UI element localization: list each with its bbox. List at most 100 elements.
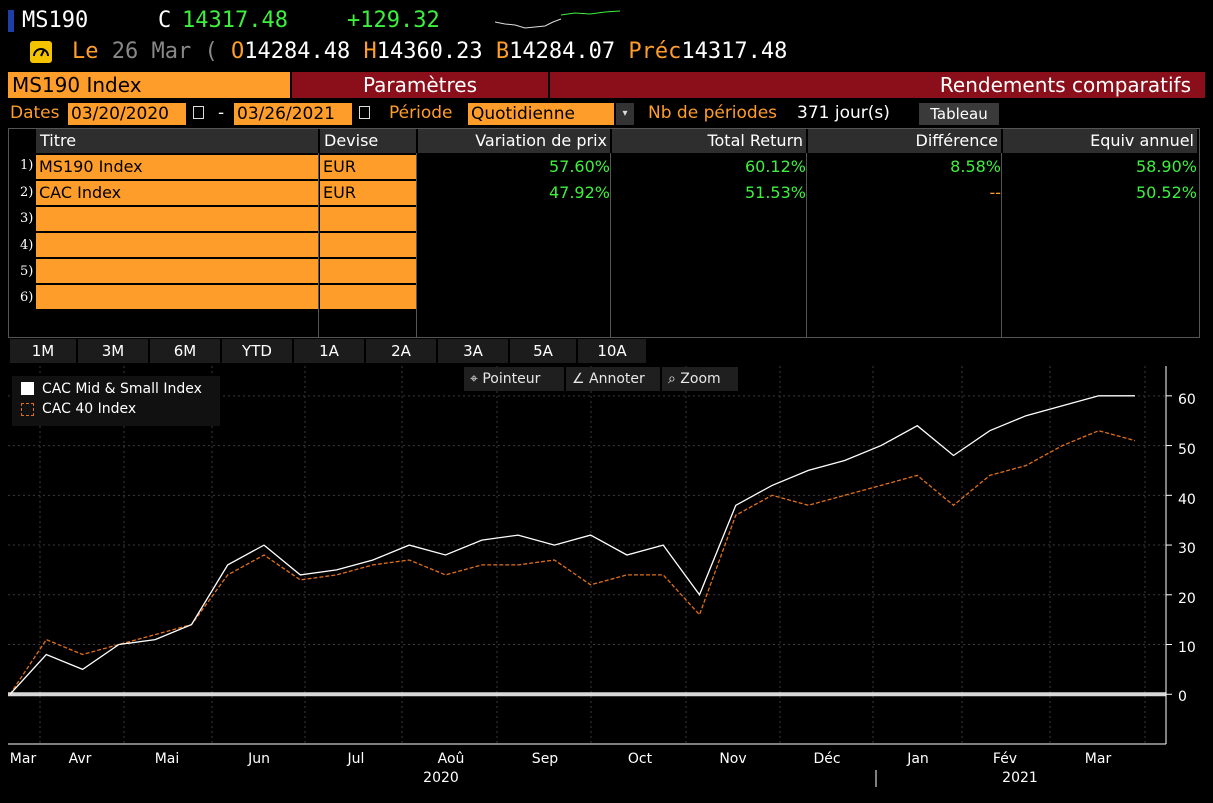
calendar-icon[interactable] [359,106,370,119]
variation-value: 57.60% [548,157,610,176]
high-value: 14360.23 [376,39,483,64]
calendar-icon[interactable] [193,106,204,119]
column-divider [318,153,319,337]
table-row-devise[interactable] [320,285,416,309]
tableau-button[interactable]: Tableau [919,103,999,125]
annotate-label: Annoter [589,371,645,387]
range-ytd-button[interactable]: YTD [222,339,292,363]
x-year-label: 2020 [423,770,459,786]
results-table [8,128,1200,338]
legend-label: CAC Mid & Small Index [42,381,202,397]
zoom-tool[interactable]: ⌕ Zoom [662,367,738,391]
range-5a-button[interactable]: 5A [510,339,576,363]
x-tick-label: Jul [347,751,365,767]
legend-swatch-series2 [21,403,34,416]
y-tick-label: 50 [1178,442,1196,458]
row-number: 3) [20,211,34,226]
ticker-marker [8,10,14,32]
x-tick-label: Aoû [437,751,465,767]
row-number: 2) [20,185,34,200]
difference-value: -- [989,183,1001,202]
column-divider [416,153,417,337]
col-header-variation[interactable]: Variation de prix [418,129,610,153]
ticker-symbol: MS190 [22,8,89,33]
table-row-titre[interactable] [36,207,318,231]
x-tick-label: Mar [1084,751,1112,767]
pencil-icon: ∠ [572,371,585,387]
magnifier-icon: ⌕ [668,371,676,387]
table-row-titre[interactable] [36,233,318,257]
range-1a-button[interactable]: 1A [294,339,364,363]
row-number: 6) [20,290,34,305]
difference-value: 8.58% [950,157,1001,176]
gauge-icon[interactable] [30,41,52,63]
annotate-tool[interactable]: ∠ Annoter [566,367,660,391]
table-row-titre[interactable] [36,259,318,283]
price-change: +129.32 [347,8,440,33]
pointer-label: Pointeur [482,371,541,387]
chevron-down-icon[interactable]: ▾ [616,103,634,125]
x-tick-label: Jun [248,751,270,767]
legend-swatch-series1 [21,382,34,395]
equiv-value: 58.90% [1135,157,1197,176]
close-label: C [158,8,172,33]
y-tick-label: 10 [1178,640,1196,656]
column-divider [610,153,611,337]
y-tick-label: 20 [1178,591,1196,607]
dates-label: Dates [10,103,60,123]
row-number: 1) [20,158,34,173]
range-6m-button[interactable]: 6M [150,339,220,363]
period-select[interactable]: Quotidienne [468,103,614,125]
table-row-titre[interactable] [36,285,318,309]
range-2a-button[interactable]: 2A [366,339,436,363]
col-header-equiv[interactable]: Equiv annuel [1003,129,1197,153]
start-date-input[interactable]: 03/20/2020 [68,103,186,125]
x-tick-label: Mar [9,751,37,767]
high-label: H [363,39,377,64]
range-3a-button[interactable]: 3A [438,339,508,363]
x-year-label: 2021 [1002,770,1038,786]
y-tick-label: 60 [1178,392,1196,408]
table-row-devise[interactable]: EUR [320,155,416,179]
col-header-devise[interactable]: Devise [320,129,416,153]
col-header-total-return[interactable]: Total Return [612,129,806,153]
pointer-tool[interactable]: ⌖ Pointeur [464,367,564,391]
col-header-difference[interactable]: Différence [808,129,1001,153]
table-row-titre[interactable]: CAC Index [36,181,318,205]
x-tick-label: Oct [627,751,653,767]
variation-value: 47.92% [548,183,610,202]
x-tick-label: Jan [907,751,929,767]
tab-parametres[interactable]: Paramètres [292,72,548,98]
bid-value: 14284.07 [509,39,616,64]
prev-value: 14317.48 [681,39,788,64]
chart-legend [12,376,220,426]
table-row-titre[interactable]: MS190 Index [36,155,318,179]
crosshair-icon: ⌖ [470,371,478,387]
series-line-cac40 [9,430,1136,695]
column-divider [806,153,807,337]
last-price: 14317.48 [182,8,288,33]
col-header-titre[interactable]: Titre [36,129,318,153]
x-tick-label: Déc [813,751,841,767]
range-1m-button[interactable]: 1M [10,339,76,363]
table-row-devise[interactable] [320,259,416,283]
table-row-devise[interactable] [320,207,416,231]
sparkline [495,10,621,29]
table-row-devise[interactable]: EUR [320,181,416,205]
table-row-devise[interactable] [320,233,416,257]
bid-label: B [495,39,510,64]
comparative-chart[interactable] [0,364,1213,803]
range-10a-button[interactable]: 10A [578,339,646,363]
prev-label: Préc [628,39,682,64]
nb-periods-label: Nb de périodes [648,103,778,123]
date-prefix: Le [72,39,99,64]
x-tick-label: Mai [154,751,180,767]
range-3m-button[interactable]: 3M [78,339,148,363]
security-field[interactable]: MS190 Index [8,72,290,98]
end-date-input[interactable]: 03/26/2021 [234,103,352,125]
y-tick-label: 0 [1178,689,1187,705]
x-tick-label: Fév [992,751,1018,767]
series-line-mid-small [9,395,1135,695]
x-tick-label: Nov [719,751,747,767]
tab-rendements[interactable]: Rendements comparatifs [550,72,1205,98]
